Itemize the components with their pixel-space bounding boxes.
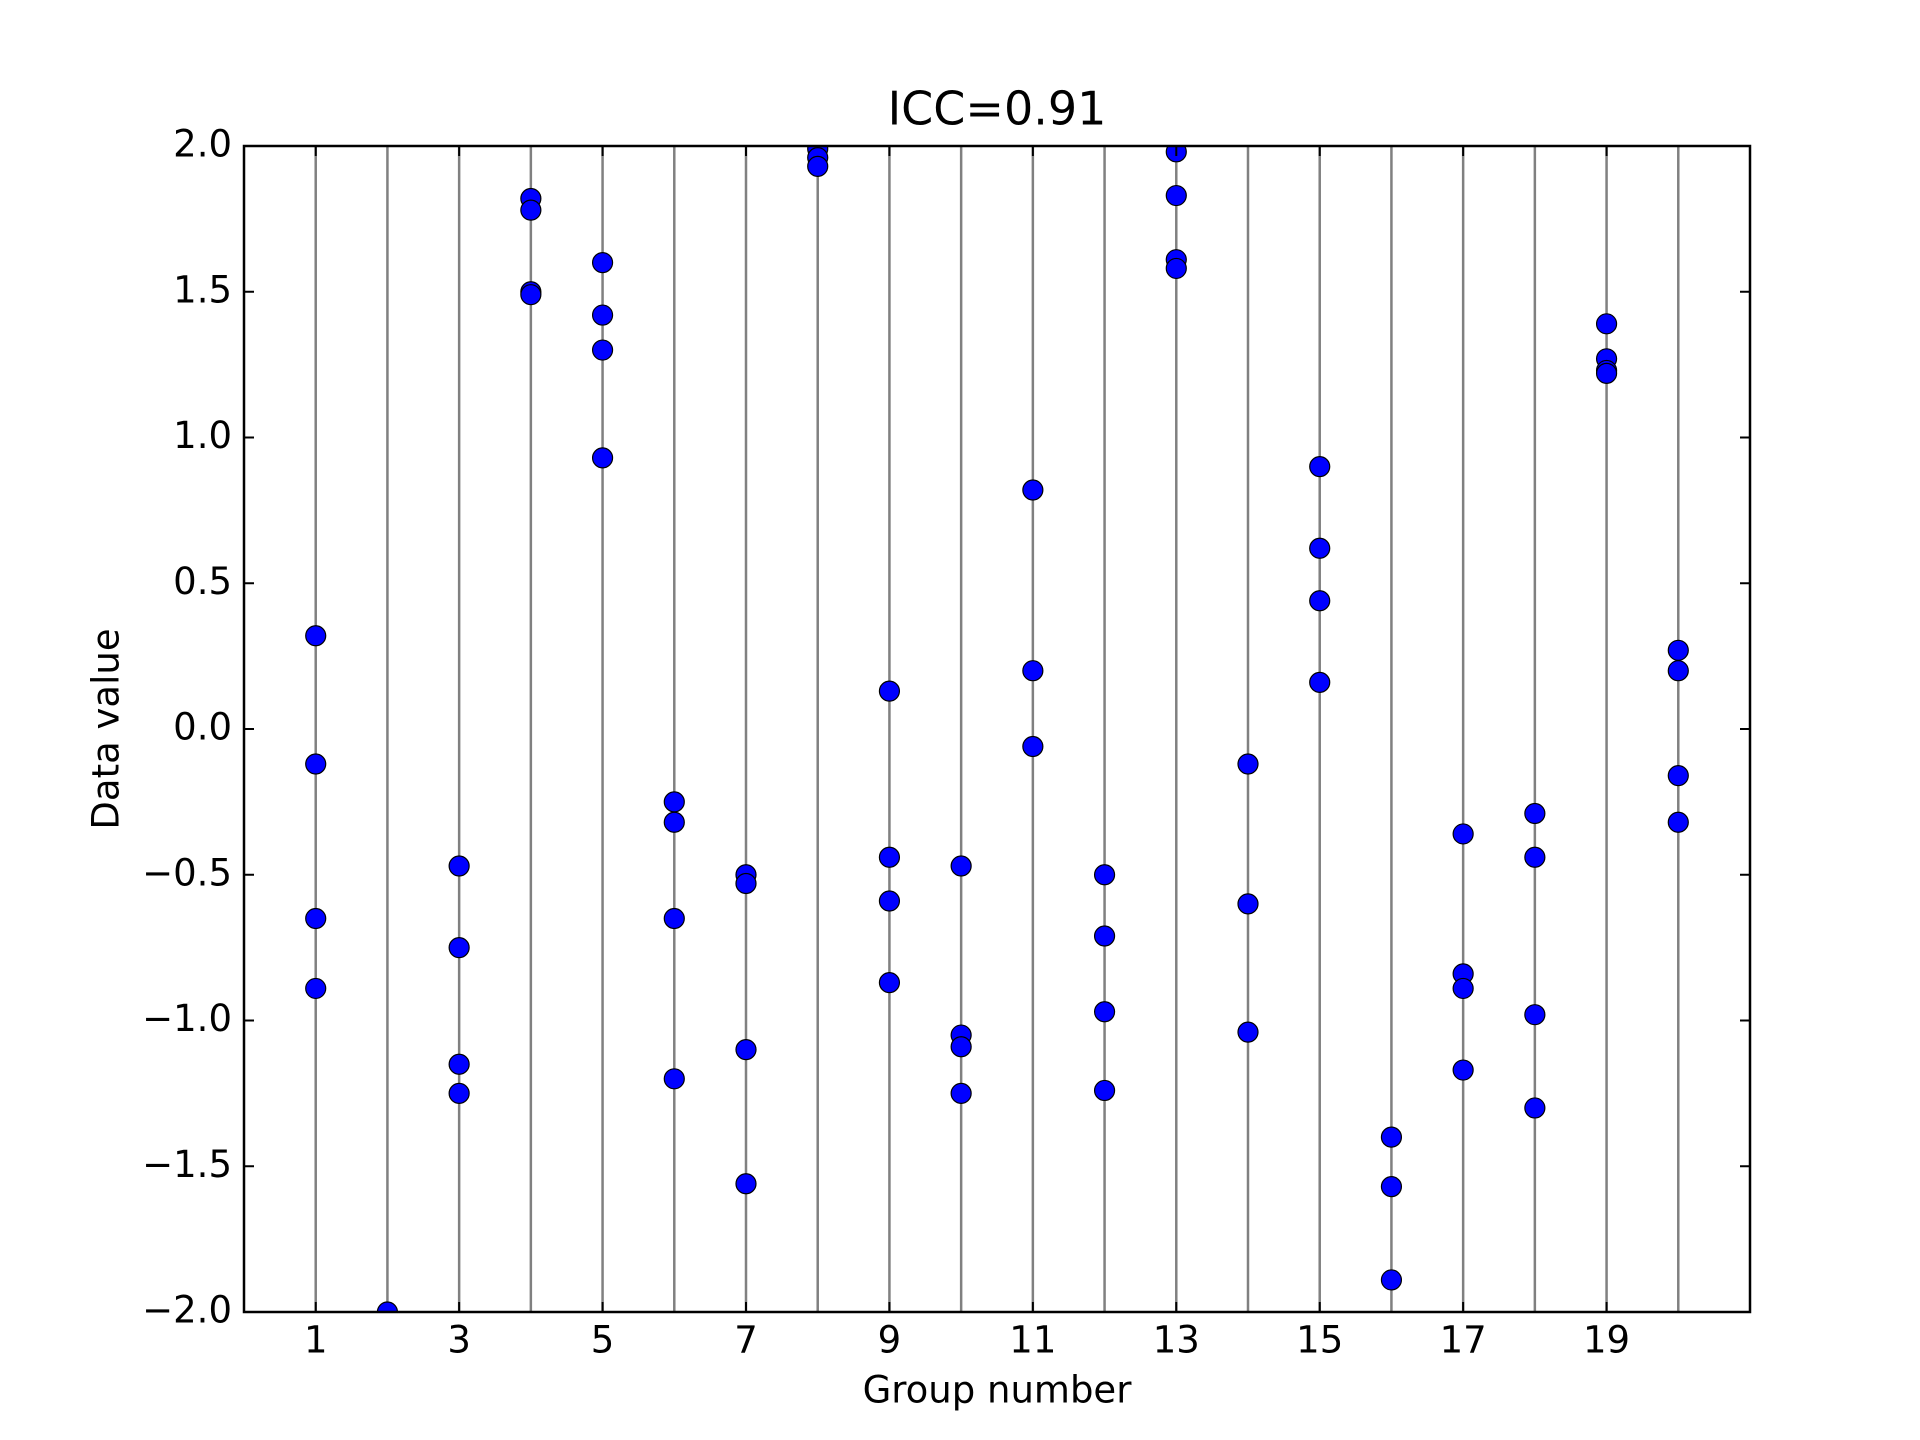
y-tick-label: −2.0 [142, 1289, 232, 1332]
point [950, 1082, 972, 1104]
point [950, 1036, 972, 1058]
x-tick-label: 13 [1153, 1319, 1200, 1362]
x-tick-label: 9 [878, 1319, 902, 1362]
point [1380, 1126, 1403, 1148]
point [1667, 765, 1689, 787]
point [1093, 1079, 1116, 1102]
point [1237, 893, 1259, 915]
y-tick-label: −0.5 [142, 851, 232, 894]
point [878, 972, 901, 994]
point [520, 284, 542, 306]
x-axis-label: Group number [863, 1369, 1133, 1412]
point [305, 907, 327, 930]
y-tick-label: 1.0 [173, 414, 232, 457]
point [1524, 802, 1546, 825]
point [735, 1039, 757, 1061]
y-tick-label: 1.5 [173, 268, 232, 311]
point [1022, 660, 1044, 682]
y-tick-label: 0.0 [173, 706, 232, 749]
point [1380, 1176, 1403, 1198]
x-tick-label: 17 [1440, 1319, 1487, 1362]
y-tick-label: −1.5 [142, 1143, 232, 1186]
point [1452, 977, 1474, 1000]
point [663, 907, 685, 930]
point [1237, 1021, 1259, 1043]
x-tick-label: 15 [1296, 1319, 1343, 1362]
point [1022, 479, 1044, 501]
x-tick-label: 5 [591, 1319, 615, 1362]
point [663, 1068, 685, 1090]
x-tick-label: 1 [304, 1319, 328, 1362]
point [305, 625, 327, 647]
point [1309, 671, 1331, 693]
point [1667, 639, 1689, 661]
axes: −2.0−1.5−1.0−0.50.00.51.01.52.01 3 5 7 9 11 13… [142, 123, 1750, 1362]
point [305, 753, 327, 775]
y-tick-label: −1.0 [142, 997, 232, 1040]
point [448, 1053, 470, 1075]
point [305, 977, 327, 1000]
point [950, 855, 972, 877]
point [1093, 864, 1116, 886]
point [520, 199, 542, 221]
y-tick-label: 2.0 [173, 123, 232, 166]
point [591, 252, 614, 274]
x-tick-label: 3 [447, 1319, 471, 1362]
point [376, 1301, 399, 1312]
point [448, 937, 470, 959]
point [735, 1173, 757, 1195]
point [1165, 257, 1187, 280]
point [1093, 1001, 1116, 1023]
point [591, 447, 614, 469]
point [663, 791, 685, 813]
point [1309, 456, 1331, 478]
point [1309, 590, 1331, 612]
x-tick-label: 11 [1009, 1319, 1056, 1362]
point [448, 855, 470, 877]
point [1524, 1004, 1546, 1026]
point [878, 680, 901, 702]
y-tick-label: 0.5 [173, 560, 232, 603]
points [305, 146, 1689, 1312]
point [1595, 362, 1618, 384]
point [1524, 1097, 1546, 1119]
point [1309, 537, 1331, 559]
point [807, 155, 829, 178]
y-axis-label: Data value [85, 628, 128, 829]
x-tick-label: 19 [1583, 1319, 1630, 1362]
point [878, 890, 901, 912]
point [878, 846, 901, 868]
group-lines [314, 146, 1680, 1312]
point [1380, 1269, 1403, 1291]
point [1524, 846, 1546, 868]
point [735, 872, 757, 895]
point [1093, 925, 1116, 947]
point [1237, 753, 1259, 775]
x-tick-label: 7 [734, 1319, 758, 1362]
point [1165, 184, 1187, 207]
point [1595, 313, 1618, 335]
point [1022, 735, 1044, 758]
point [663, 811, 685, 833]
point [591, 339, 614, 361]
point [591, 304, 614, 326]
point [1452, 1059, 1474, 1081]
point [448, 1082, 470, 1104]
point [1667, 811, 1689, 833]
point [1667, 660, 1689, 682]
point [1452, 823, 1474, 845]
chart-title: ICC=0.91 [888, 82, 1107, 136]
